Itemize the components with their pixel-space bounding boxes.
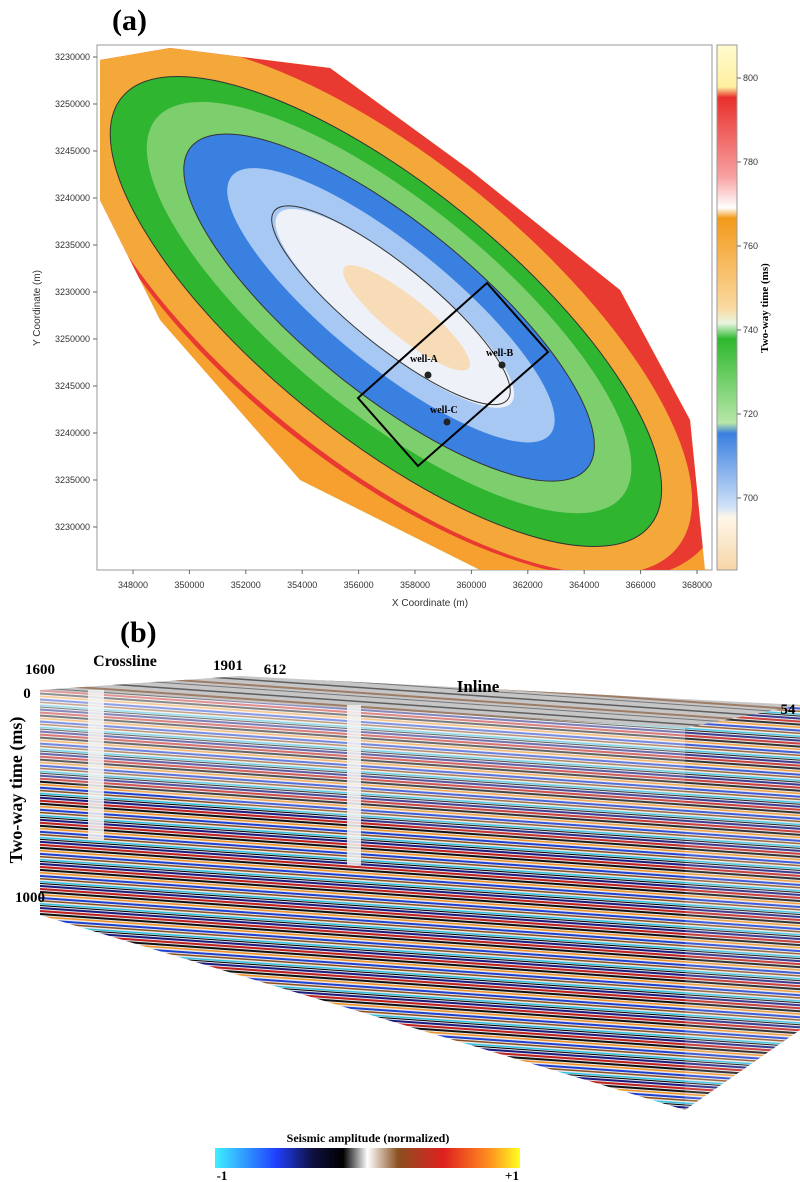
y-ticks: 3230000 3250000 3245000 3240000 3235000 32300…: [55, 52, 97, 532]
y-tick-label: 3230000: [55, 287, 90, 297]
y-tick-label: 3245000: [55, 381, 90, 391]
y-tick-label: 3230000: [55, 522, 90, 532]
time-label: Two-way time (ms): [6, 717, 27, 864]
colorbar-max: +1: [505, 1168, 519, 1182]
crossline-start: 1600: [25, 662, 55, 678]
y-tick-label: 3230000: [55, 52, 90, 62]
crossline-end: 1901: [213, 658, 243, 674]
x-tick-label: 348000: [118, 580, 148, 590]
inline-end: 54: [781, 702, 797, 718]
colorbar-tick-label: 800: [743, 73, 758, 83]
colorbar-tick-label: 720: [743, 409, 758, 419]
time-top: 0: [23, 686, 31, 702]
x-tick-label: 356000: [344, 580, 374, 590]
inline-start: 612: [264, 662, 287, 678]
study-box: [356, 281, 550, 468]
colorbar-tick-label: 780: [743, 157, 758, 167]
y-tick-label: 3240000: [55, 193, 90, 203]
cube-side: [685, 705, 800, 1110]
well-trace: [88, 690, 104, 840]
colorbar: [716, 44, 738, 571]
x-tick-label: 360000: [456, 580, 486, 590]
x-tick-label: 362000: [513, 580, 543, 590]
x-tick-label: 366000: [626, 580, 656, 590]
x-axis-label: X Coordinate (m): [392, 598, 468, 609]
time-mid: 1000: [15, 890, 45, 906]
panel-label: (b): [120, 616, 157, 649]
well-label: well-B: [486, 348, 514, 359]
panel-label: (a): [112, 4, 147, 37]
x-tick-label: 364000: [569, 580, 599, 590]
cube-top-shade: [40, 676, 800, 728]
colorbar-label: Two-way time (ms): [759, 263, 771, 353]
y-axis-label: Y Coordinate (m): [32, 270, 43, 346]
x-tick-label: 368000: [682, 580, 712, 590]
x-ticks: 348000 350000 352000 354000 356000 358000 3600…: [118, 570, 712, 590]
y-tick-label: 3240000: [55, 428, 90, 438]
x-tick-label: 350000: [174, 580, 204, 590]
x-tick-label: 354000: [287, 580, 317, 590]
inline-label: Inline: [457, 677, 500, 696]
y-tick-label: 3250000: [55, 334, 90, 344]
colorbar-ticks: 800 780 760 740 720 700: [737, 73, 758, 503]
y-tick-label: 3250000: [55, 99, 90, 109]
well: [424, 371, 432, 379]
y-tick-label: 3235000: [55, 475, 90, 485]
colorbar-tick-label: 760: [743, 241, 758, 251]
cube-front-shallow: [40, 690, 685, 860]
colorbar-tick-label: 740: [743, 325, 758, 335]
x-tick-label: 352000: [231, 580, 261, 590]
crossline-label: Crossline: [93, 653, 157, 670]
x-tick-label: 358000: [400, 580, 430, 590]
well-trace: [347, 705, 361, 865]
well-label: well-A: [410, 354, 439, 365]
well: [443, 418, 451, 426]
colorbar-min: -1: [217, 1168, 228, 1182]
well: [498, 361, 506, 369]
colorbar-tick-label: 700: [743, 493, 758, 503]
y-tick-label: 3245000: [55, 146, 90, 156]
colorbar-label: Seismic amplitude (normalized): [287, 1131, 450, 1145]
well-label: well-C: [430, 405, 458, 416]
y-tick-label: 3235000: [55, 240, 90, 250]
colorbar: [215, 1148, 520, 1168]
